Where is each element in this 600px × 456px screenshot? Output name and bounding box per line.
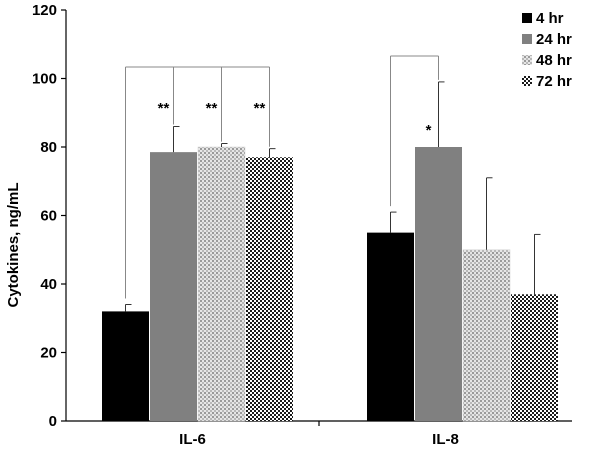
significance-label: ** [158, 100, 170, 117]
y-tick-label: 100 [32, 71, 57, 88]
bar [511, 294, 558, 421]
significance-label: ** [206, 100, 218, 117]
y-tick-label: 60 [40, 208, 57, 225]
y-tick-label: 80 [40, 139, 57, 156]
legend-label: 72 hr [536, 73, 572, 90]
legend-label: 48 hr [536, 52, 572, 69]
legend-swatch [522, 55, 532, 65]
y-tick-label: 20 [40, 345, 57, 362]
y-tick-label: 0 [49, 413, 57, 430]
x-category-label: IL-8 [432, 431, 459, 448]
y-axis-title: Cytokines, ng/mL [5, 182, 22, 307]
y-tick-label: 120 [32, 2, 57, 19]
bar [462, 249, 511, 422]
significance-label: * [426, 122, 432, 139]
bar [197, 146, 246, 422]
bar [246, 157, 293, 421]
bar [415, 147, 462, 421]
legend-label: 24 hr [536, 31, 572, 48]
y-tick-label: 40 [40, 276, 57, 293]
legend-swatch [522, 13, 532, 23]
x-category-label: IL-6 [179, 431, 206, 448]
legend-swatch [522, 34, 532, 44]
legend-label: 4 hr [536, 10, 564, 27]
bar [102, 311, 149, 421]
bar [367, 232, 414, 421]
bar [150, 152, 197, 421]
legend-swatch [522, 76, 532, 86]
significance-label: ** [254, 100, 266, 117]
